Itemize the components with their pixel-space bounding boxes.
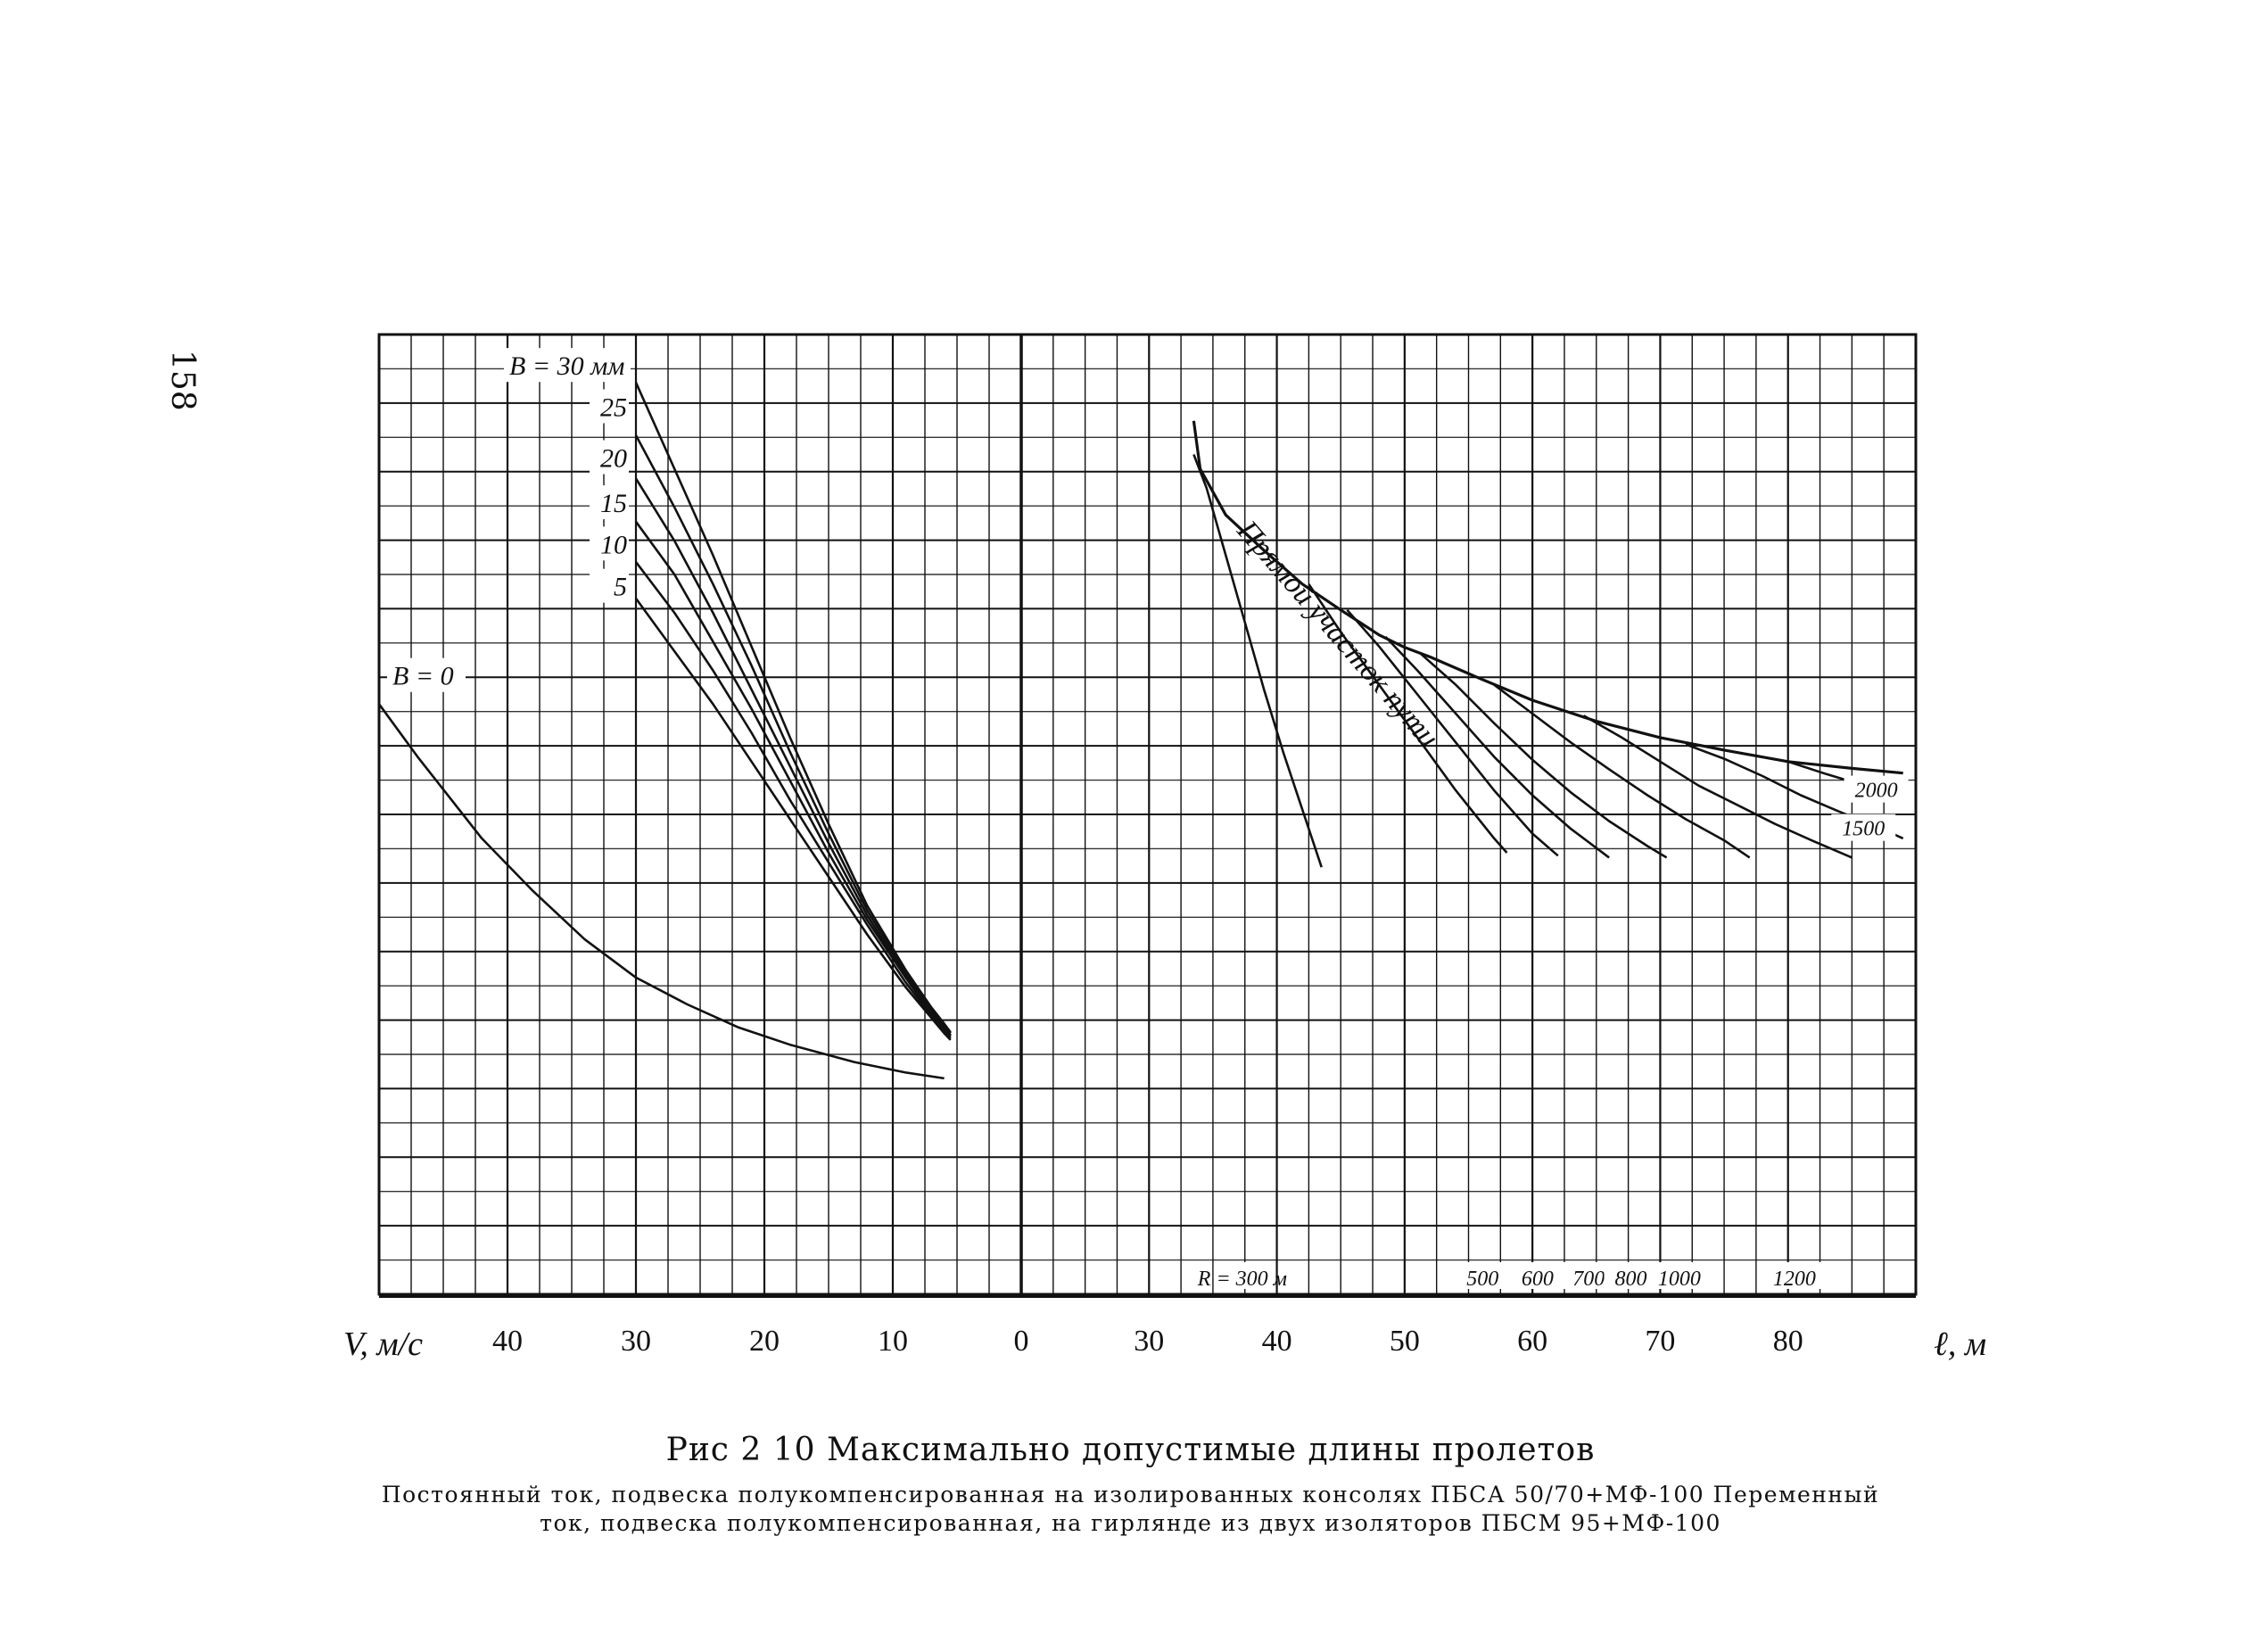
series-line bbox=[634, 382, 952, 1034]
label-bg bbox=[1510, 1262, 1564, 1289]
label-bg bbox=[590, 526, 629, 561]
chart-curves bbox=[377, 382, 1904, 1080]
series-line bbox=[1493, 683, 1751, 859]
caption-title: Рис 2 10 Максимально допустимые длины пр… bbox=[665, 1432, 1596, 1468]
series-line bbox=[1384, 636, 1610, 859]
series-line bbox=[1308, 583, 1508, 854]
series-label-b: 20 bbox=[600, 443, 627, 473]
annotation-straight-track: Прямой участок пути bbox=[1230, 514, 1445, 755]
series-line bbox=[1192, 454, 1323, 868]
label-bg bbox=[590, 568, 629, 603]
x-tick-label-left: 0 bbox=[1014, 1325, 1029, 1358]
chart-grid bbox=[377, 333, 1918, 1296]
x-tick-label-left: 10 bbox=[878, 1325, 908, 1358]
series-label-b0: В = 0 bbox=[392, 662, 454, 691]
label-bg bbox=[1831, 814, 1896, 841]
chart-labels: В = 0 В = 30 мм 5 10 15 20 25 R = 300 м 500 600 70… bbox=[387, 348, 1909, 1291]
series-label-r: 600 bbox=[1522, 1268, 1554, 1291]
x-axis-label-left: V, м/с bbox=[343, 1326, 423, 1363]
series-label-r: 500 bbox=[1466, 1268, 1498, 1291]
series-label-r: 800 bbox=[1614, 1268, 1646, 1291]
series-label-b: 15 bbox=[600, 489, 627, 518]
x-axis-label-right: ℓ, м bbox=[1934, 1326, 1986, 1363]
label-bg bbox=[590, 389, 629, 424]
series-label-b: 25 bbox=[600, 392, 627, 422]
x-tick-label-right: 70 bbox=[1645, 1325, 1675, 1358]
caption-line-1: Постоянный ток, подвеска полукомпенсиров… bbox=[381, 1482, 1880, 1507]
caption-line-2: ток, подвеска полукомпенсированная, на г… bbox=[540, 1510, 1721, 1536]
series-line bbox=[1192, 420, 1903, 775]
label-bg bbox=[504, 348, 631, 383]
x-tick-label-left: 40 bbox=[492, 1325, 523, 1358]
series-line bbox=[634, 561, 952, 1039]
series-label-r: 1500 bbox=[1842, 818, 1885, 841]
label-bg bbox=[1456, 1262, 1510, 1289]
label-bg bbox=[1215, 1262, 1269, 1289]
label-bg bbox=[1844, 775, 1909, 803]
series-line bbox=[1419, 652, 1668, 859]
series-line bbox=[634, 434, 952, 1035]
chart-axes: 40 30 20 10 0 30 40 50 60 70 80 V, м/с ℓ, м bbox=[343, 333, 1986, 1363]
series-line bbox=[377, 703, 945, 1080]
x-tick-label-right: 60 bbox=[1517, 1325, 1547, 1358]
series-line bbox=[634, 598, 952, 1041]
series-label-r: R = 300 м bbox=[1197, 1268, 1287, 1291]
label-bg bbox=[1652, 1262, 1706, 1289]
series-label-b30: В = 30 мм bbox=[509, 351, 624, 381]
label-bg bbox=[1604, 1262, 1658, 1289]
label-bg bbox=[590, 440, 629, 475]
series-label-r: 1000 bbox=[1658, 1268, 1701, 1291]
x-tick-label-right: 50 bbox=[1390, 1325, 1420, 1358]
series-line bbox=[1346, 608, 1559, 857]
label-bg bbox=[387, 657, 466, 692]
series-line bbox=[634, 521, 952, 1037]
series-label-r: 700 bbox=[1572, 1268, 1605, 1291]
x-tick-label-left: 20 bbox=[749, 1325, 780, 1358]
x-tick-label-right: 80 bbox=[1773, 1325, 1803, 1358]
series-label-r: 2000 bbox=[1855, 780, 1898, 803]
series-line bbox=[1582, 714, 1853, 859]
series-label-b: 10 bbox=[600, 530, 627, 559]
label-bg bbox=[590, 485, 629, 520]
x-tick-label-right: 40 bbox=[1262, 1325, 1292, 1358]
series-label-r: 1200 bbox=[1773, 1268, 1816, 1291]
x-tick-label-right: 30 bbox=[1134, 1325, 1164, 1358]
label-bg bbox=[1767, 1262, 1821, 1289]
x-tick-label-left: 30 bbox=[621, 1325, 651, 1358]
series-label-b: 5 bbox=[614, 573, 627, 602]
